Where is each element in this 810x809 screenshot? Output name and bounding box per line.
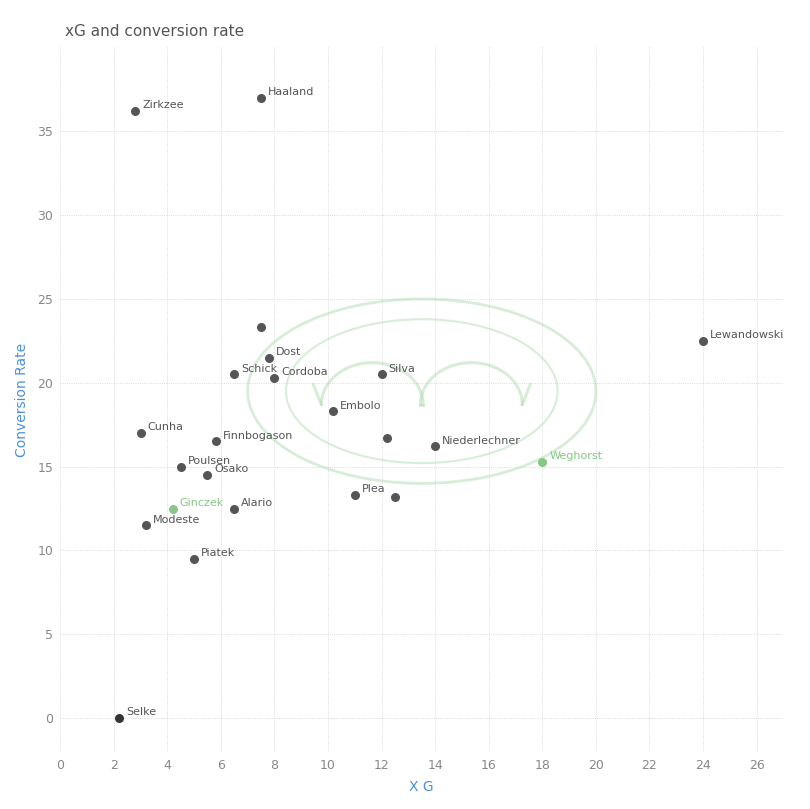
Text: Selke: Selke xyxy=(126,707,156,718)
Text: Silva: Silva xyxy=(389,363,416,374)
Point xyxy=(134,426,147,439)
Text: Plea: Plea xyxy=(362,485,386,494)
Text: Haaland: Haaland xyxy=(268,87,314,97)
Point xyxy=(697,334,710,347)
Point xyxy=(139,519,152,532)
Point xyxy=(113,712,126,725)
Text: Osako: Osako xyxy=(215,464,249,474)
Text: Alario: Alario xyxy=(241,498,273,508)
Point xyxy=(536,455,549,468)
Text: Embolo: Embolo xyxy=(340,400,382,410)
Point xyxy=(262,351,275,364)
Point xyxy=(129,104,142,117)
Text: Schick: Schick xyxy=(241,363,277,374)
Point xyxy=(389,490,402,503)
Text: Poulsen: Poulsen xyxy=(188,455,231,466)
Text: Finnbogason: Finnbogason xyxy=(223,430,293,441)
Point xyxy=(174,460,187,473)
Point xyxy=(228,368,241,381)
Text: Modeste: Modeste xyxy=(153,515,200,524)
Text: Weghorst: Weghorst xyxy=(549,451,603,461)
Point xyxy=(254,321,267,334)
Text: Ginczek: Ginczek xyxy=(180,498,224,508)
Point xyxy=(268,371,281,384)
Point xyxy=(188,553,201,565)
Point xyxy=(228,502,241,515)
Text: Cunha: Cunha xyxy=(147,422,183,432)
Text: Zirkzee: Zirkzee xyxy=(142,100,184,110)
Text: Piatek: Piatek xyxy=(201,548,235,558)
Text: Niederlechner: Niederlechner xyxy=(442,436,521,446)
Point xyxy=(254,91,267,104)
Point xyxy=(201,468,214,481)
Text: Dost: Dost xyxy=(276,347,301,357)
Point xyxy=(428,440,441,453)
Point xyxy=(209,435,222,448)
Point xyxy=(327,404,340,417)
Text: xG and conversion rate: xG and conversion rate xyxy=(65,24,244,40)
Point xyxy=(375,368,388,381)
Y-axis label: Conversion Rate: Conversion Rate xyxy=(15,342,29,456)
X-axis label: X G: X G xyxy=(410,780,434,794)
Point xyxy=(381,432,394,445)
Text: Cordoba: Cordoba xyxy=(281,367,328,377)
Point xyxy=(166,502,179,515)
Text: Lewandowski: Lewandowski xyxy=(710,330,784,340)
Point xyxy=(348,489,361,502)
